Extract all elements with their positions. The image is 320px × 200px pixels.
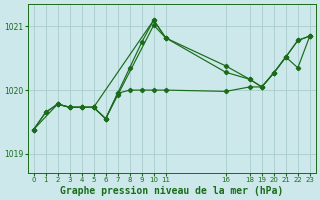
X-axis label: Graphe pression niveau de la mer (hPa): Graphe pression niveau de la mer (hPa) xyxy=(60,186,283,196)
